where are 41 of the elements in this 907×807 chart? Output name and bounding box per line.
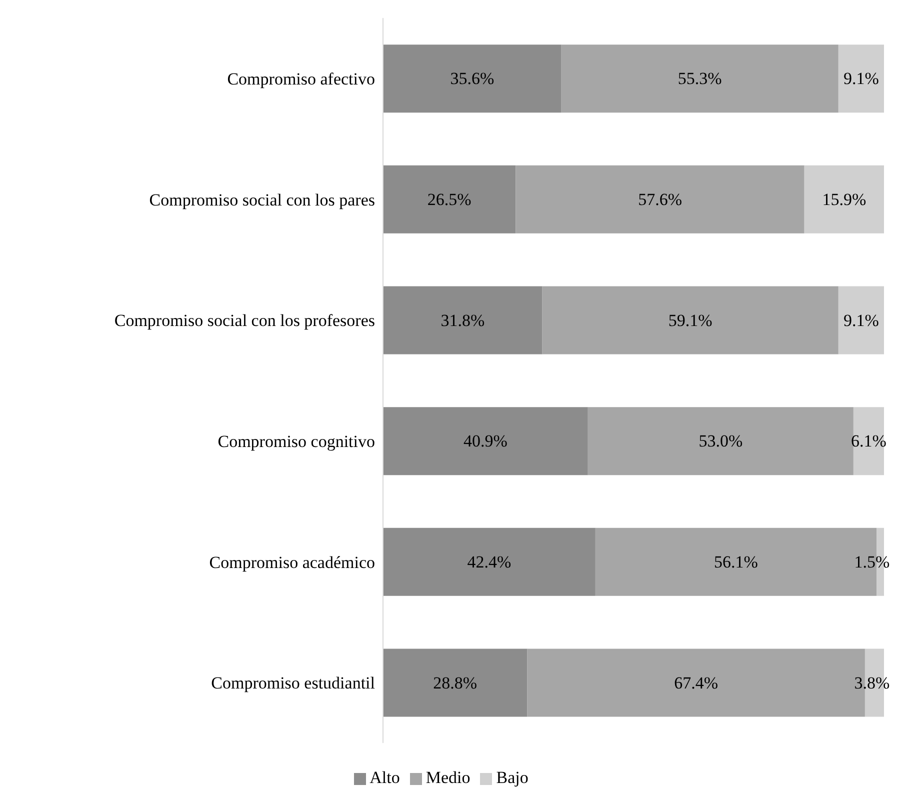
data-label: 1.5% (854, 552, 890, 572)
data-label: 59.1% (668, 310, 712, 330)
data-label: 26.5% (427, 190, 472, 209)
y-tick-label: Compromiso académico (209, 552, 375, 572)
data-label: 57.6% (638, 190, 682, 209)
data-label: 3.8% (854, 673, 890, 692)
bar (561, 44, 838, 113)
bar (383, 407, 588, 476)
data-label: 53.0% (698, 432, 743, 451)
data-label: 42.4% (467, 552, 512, 572)
legend-label: Medio (426, 768, 470, 787)
y-tick-label: Compromiso social con los pares (149, 190, 375, 210)
data-label: 15.9% (822, 190, 866, 209)
data-label: 28.8% (433, 673, 478, 692)
bar (588, 407, 854, 476)
data-label: 31.8% (440, 310, 485, 330)
bar (542, 286, 838, 354)
bar (838, 286, 884, 354)
legend-label: Alto (370, 768, 400, 787)
data-label: 55.3% (678, 69, 722, 88)
bar (853, 407, 884, 476)
y-tick-label: Compromiso cognitivo (218, 432, 375, 451)
y-tick-label: Compromiso afectivo (227, 69, 375, 88)
y-tick-label: Compromiso estudiantil (211, 674, 376, 693)
bar (516, 165, 804, 234)
bar (383, 44, 562, 113)
data-label: 67.4% (674, 673, 718, 692)
data-label: 35.6% (450, 69, 494, 88)
data-label: 9.1% (843, 310, 879, 330)
bar (383, 528, 596, 596)
bar (383, 286, 542, 354)
legend-label: Bajo (496, 768, 528, 787)
bar (804, 165, 884, 234)
bar (383, 165, 516, 234)
bar (383, 648, 528, 717)
data-label: 6.1% (851, 432, 886, 451)
data-label: 40.9% (463, 432, 508, 451)
data-label: 9.1% (843, 69, 879, 88)
y-tick-label: Compromiso social con los profesores (114, 311, 375, 330)
bar (838, 44, 884, 113)
data-label: 56.1% (714, 552, 758, 572)
